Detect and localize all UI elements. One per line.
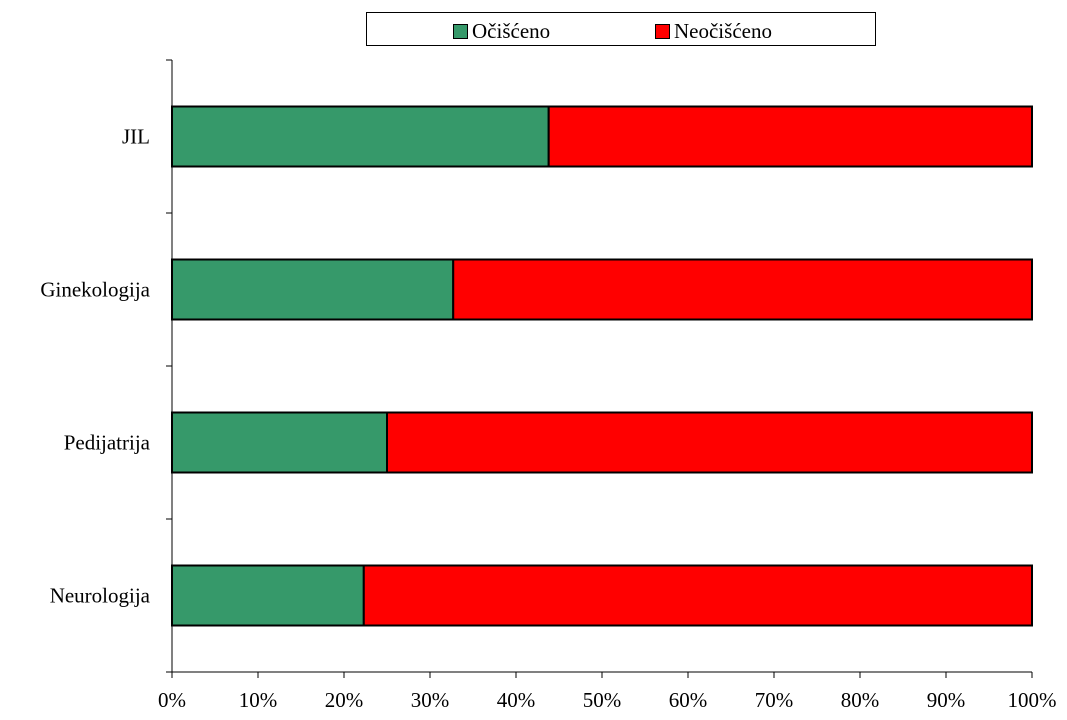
labels-layer: JIL Ginekologija Pedijatrija Neurologija 0% 1… [40, 125, 1056, 713]
legend-swatch-ocisceno [453, 24, 468, 39]
legend-label-neocisceno: Neočišćeno [674, 19, 772, 43]
bar-neocisceno-ginekologija [452, 258, 1034, 321]
category-label-neurologija: Neurologija [50, 584, 151, 608]
category-label-pedijatrija: Pedijatrija [64, 431, 151, 455]
legend-item-neocisceno: Neočišćeno [655, 19, 772, 44]
bar-neocisceno-jil [547, 105, 1033, 168]
legend-label-ocisceno: Očišćeno [472, 19, 551, 43]
bar-ocisceno-pedijatrija [171, 411, 388, 474]
bar-ocisceno-neurologija [171, 564, 365, 627]
bar-neocisceno-pedijatrija [386, 411, 1033, 474]
x-tick-label-1: 10% [239, 688, 278, 712]
x-tick-label-10: 100% [1008, 688, 1057, 712]
legend-item-ocisceno: Očišćeno [453, 19, 550, 44]
x-tick-label-5: 50% [583, 688, 622, 712]
bars-layer [171, 105, 1034, 627]
x-tick-label-9: 90% [927, 688, 966, 712]
x-tick-label-2: 20% [325, 688, 364, 712]
x-tick-label-3: 30% [411, 688, 450, 712]
bar-ocisceno-jil [171, 105, 550, 168]
bar-neocisceno-neurologija [362, 564, 1033, 627]
x-tick-label-4: 40% [497, 688, 536, 712]
legend-swatch-neocisceno [655, 24, 670, 39]
bar-ocisceno-ginekologija [171, 258, 455, 321]
legend: Očišćeno Neočišćeno [366, 12, 876, 46]
category-label-jil: JIL [122, 125, 150, 149]
category-label-ginekologija: Ginekologija [40, 278, 150, 302]
x-tick-label-6: 60% [669, 688, 708, 712]
x-tick-label-0: 0% [158, 688, 186, 712]
x-tick-label-7: 70% [755, 688, 794, 712]
axes-layer [166, 59, 1033, 678]
x-tick-label-8: 80% [841, 688, 880, 712]
